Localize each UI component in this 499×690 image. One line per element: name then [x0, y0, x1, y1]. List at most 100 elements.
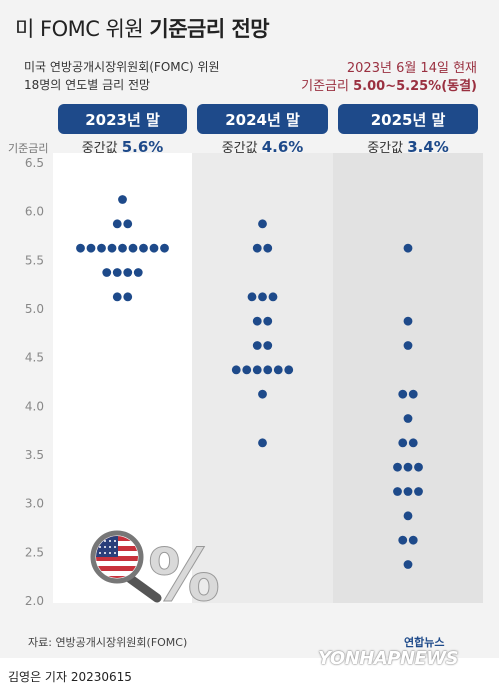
date-note: 2023년 6월 14일 현재	[346, 61, 477, 76]
percent-symbol: %	[148, 533, 220, 617]
column-header-bg-2	[197, 104, 328, 134]
y-tick-2.0: 2.0	[25, 594, 44, 608]
page-title: 미 FOMC 위원 기준금리 전망	[15, 13, 270, 43]
dot-2-4.375-2	[242, 365, 252, 375]
source-note: 자료: 연방공개시장위원회(FOMC)	[28, 636, 188, 649]
dot-3-4.125-1	[398, 389, 408, 399]
y-tick-5.0: 5.0	[25, 302, 44, 316]
dot-2-4.375-6	[284, 365, 294, 375]
yonhap-watermark: YONHAPNEWS	[318, 648, 459, 669]
column-bg-1	[53, 153, 192, 603]
median-prefix-3: 중간값	[367, 141, 407, 156]
title-prefix: 미 FOMC 위원	[15, 17, 144, 41]
dot-3-2.625-2	[408, 535, 418, 545]
rate-value: 5.00~5.25%(동결)	[353, 79, 477, 94]
dot-3-3.625-2	[408, 438, 418, 448]
dot-3-4.125-2	[408, 389, 418, 399]
dot-3-3.875-1	[403, 414, 413, 423]
dot-3-3.375-2	[403, 462, 413, 472]
median-label-2: 중간값 4.6%	[222, 138, 304, 156]
dot-1-5.125-1	[112, 292, 122, 302]
dot-1-5.375-4	[133, 268, 143, 277]
dot-3-2.875-1	[403, 511, 413, 521]
median-value-3: 3.4%	[407, 138, 449, 156]
dot-2-4.375-1	[231, 365, 241, 375]
y-tick-3.5: 3.5	[25, 448, 44, 462]
column-bg-3	[333, 153, 483, 603]
median-prefix-1: 중간값	[82, 141, 122, 156]
dot-3-4.625-1	[403, 341, 413, 350]
dot-1-5.125-2	[123, 292, 133, 302]
median-label-1: 중간값 5.6%	[82, 138, 164, 156]
dot-1-5.875-2	[123, 219, 133, 229]
dot-1-5.625-1	[76, 243, 85, 253]
rate-note: 기준금리 5.00~5.25%(동결)	[301, 75, 477, 94]
dot-1-5.625-4	[107, 243, 117, 253]
credit-line: 김영은 기자 20230615	[8, 670, 132, 684]
subtitle-line-1: 미국 연방공개시장위원회(FOMC) 위원	[24, 60, 220, 74]
dot-2-4.875-2	[263, 316, 273, 326]
column-header-bg-3	[338, 104, 478, 134]
title-main: 기준금리 전망	[149, 17, 270, 41]
dot-2-5.625-1	[252, 243, 262, 253]
dot-2-4.375-5	[273, 365, 283, 375]
magnifier-handle	[123, 572, 162, 603]
magnifier-us-flag-icon: %	[90, 530, 221, 618]
dot-3-3.625-1	[398, 438, 408, 448]
yonhap-logo-small: 연합뉴스	[404, 636, 445, 649]
rate-label: 기준금리	[301, 79, 349, 94]
dot-3-3.375-1	[393, 462, 402, 472]
median-value-1: 5.6%	[122, 138, 164, 156]
dot-2-3.625-1	[258, 438, 267, 448]
dot-1-6.125-1	[118, 195, 127, 204]
median-prefix-2: 중간값	[222, 141, 262, 156]
dot-2-4.375-3	[252, 365, 262, 375]
dot-2-5.125-1	[247, 292, 257, 302]
dot-3-5.625-1	[403, 243, 413, 253]
y-tick-3.0: 3.0	[25, 497, 44, 511]
subtitle-line-2: 18명의 연도별 금리 전망	[24, 78, 151, 92]
dot-1-5.625-7	[139, 243, 148, 253]
dot-1-5.625-2	[86, 243, 96, 253]
dot-2-5.625-2	[263, 243, 273, 253]
median-value-2: 4.6%	[262, 138, 304, 156]
y-axis-title: 기준금리	[8, 142, 48, 155]
dot-3-2.375-1	[403, 560, 413, 569]
column-header-bg-1	[58, 104, 187, 134]
column-header-label-2: 2024년 말	[225, 111, 300, 129]
column-header-label-3: 2025년 말	[371, 111, 446, 129]
dot-1-5.875-1	[112, 219, 122, 229]
us-flag-icon	[96, 536, 138, 578]
dot-3-3.125-3	[414, 487, 423, 496]
median-label-3: 중간값 3.4%	[367, 138, 449, 156]
dot-1-5.625-9	[160, 243, 169, 253]
dot-3-3.125-1	[393, 487, 402, 496]
y-tick-4.5: 4.5	[25, 351, 44, 365]
y-tick-6.0: 6.0	[25, 205, 44, 219]
dot-1-5.375-2	[112, 268, 122, 277]
dot-2-4.625-1	[252, 341, 262, 350]
y-tick-6.5: 6.5	[25, 156, 44, 170]
dot-2-5.875-1	[258, 219, 267, 229]
dot-2-4.625-2	[263, 341, 273, 350]
y-tick-4.0: 4.0	[25, 399, 44, 413]
dot-3-3.375-3	[414, 462, 423, 472]
dot-1-5.375-3	[123, 268, 133, 277]
dot-3-3.125-2	[403, 487, 413, 496]
dot-1-5.625-5	[118, 243, 127, 253]
y-tick-5.5: 5.5	[25, 253, 44, 267]
dot-1-5.625-3	[97, 243, 106, 253]
footer-bar	[0, 658, 499, 690]
dot-1-5.375-1	[102, 268, 112, 277]
dot-1-5.625-8	[149, 243, 159, 253]
dot-2-4.125-1	[258, 389, 267, 399]
dot-1-5.625-6	[128, 243, 138, 253]
dot-3-4.875-1	[403, 316, 413, 326]
dot-2-4.875-1	[252, 316, 262, 326]
column-header-label-1: 2023년 말	[85, 111, 160, 129]
dot-2-4.375-4	[263, 365, 273, 375]
y-tick-2.5: 2.5	[25, 545, 44, 559]
dot-2-5.125-2	[258, 292, 267, 302]
dot-3-2.625-1	[398, 535, 408, 545]
